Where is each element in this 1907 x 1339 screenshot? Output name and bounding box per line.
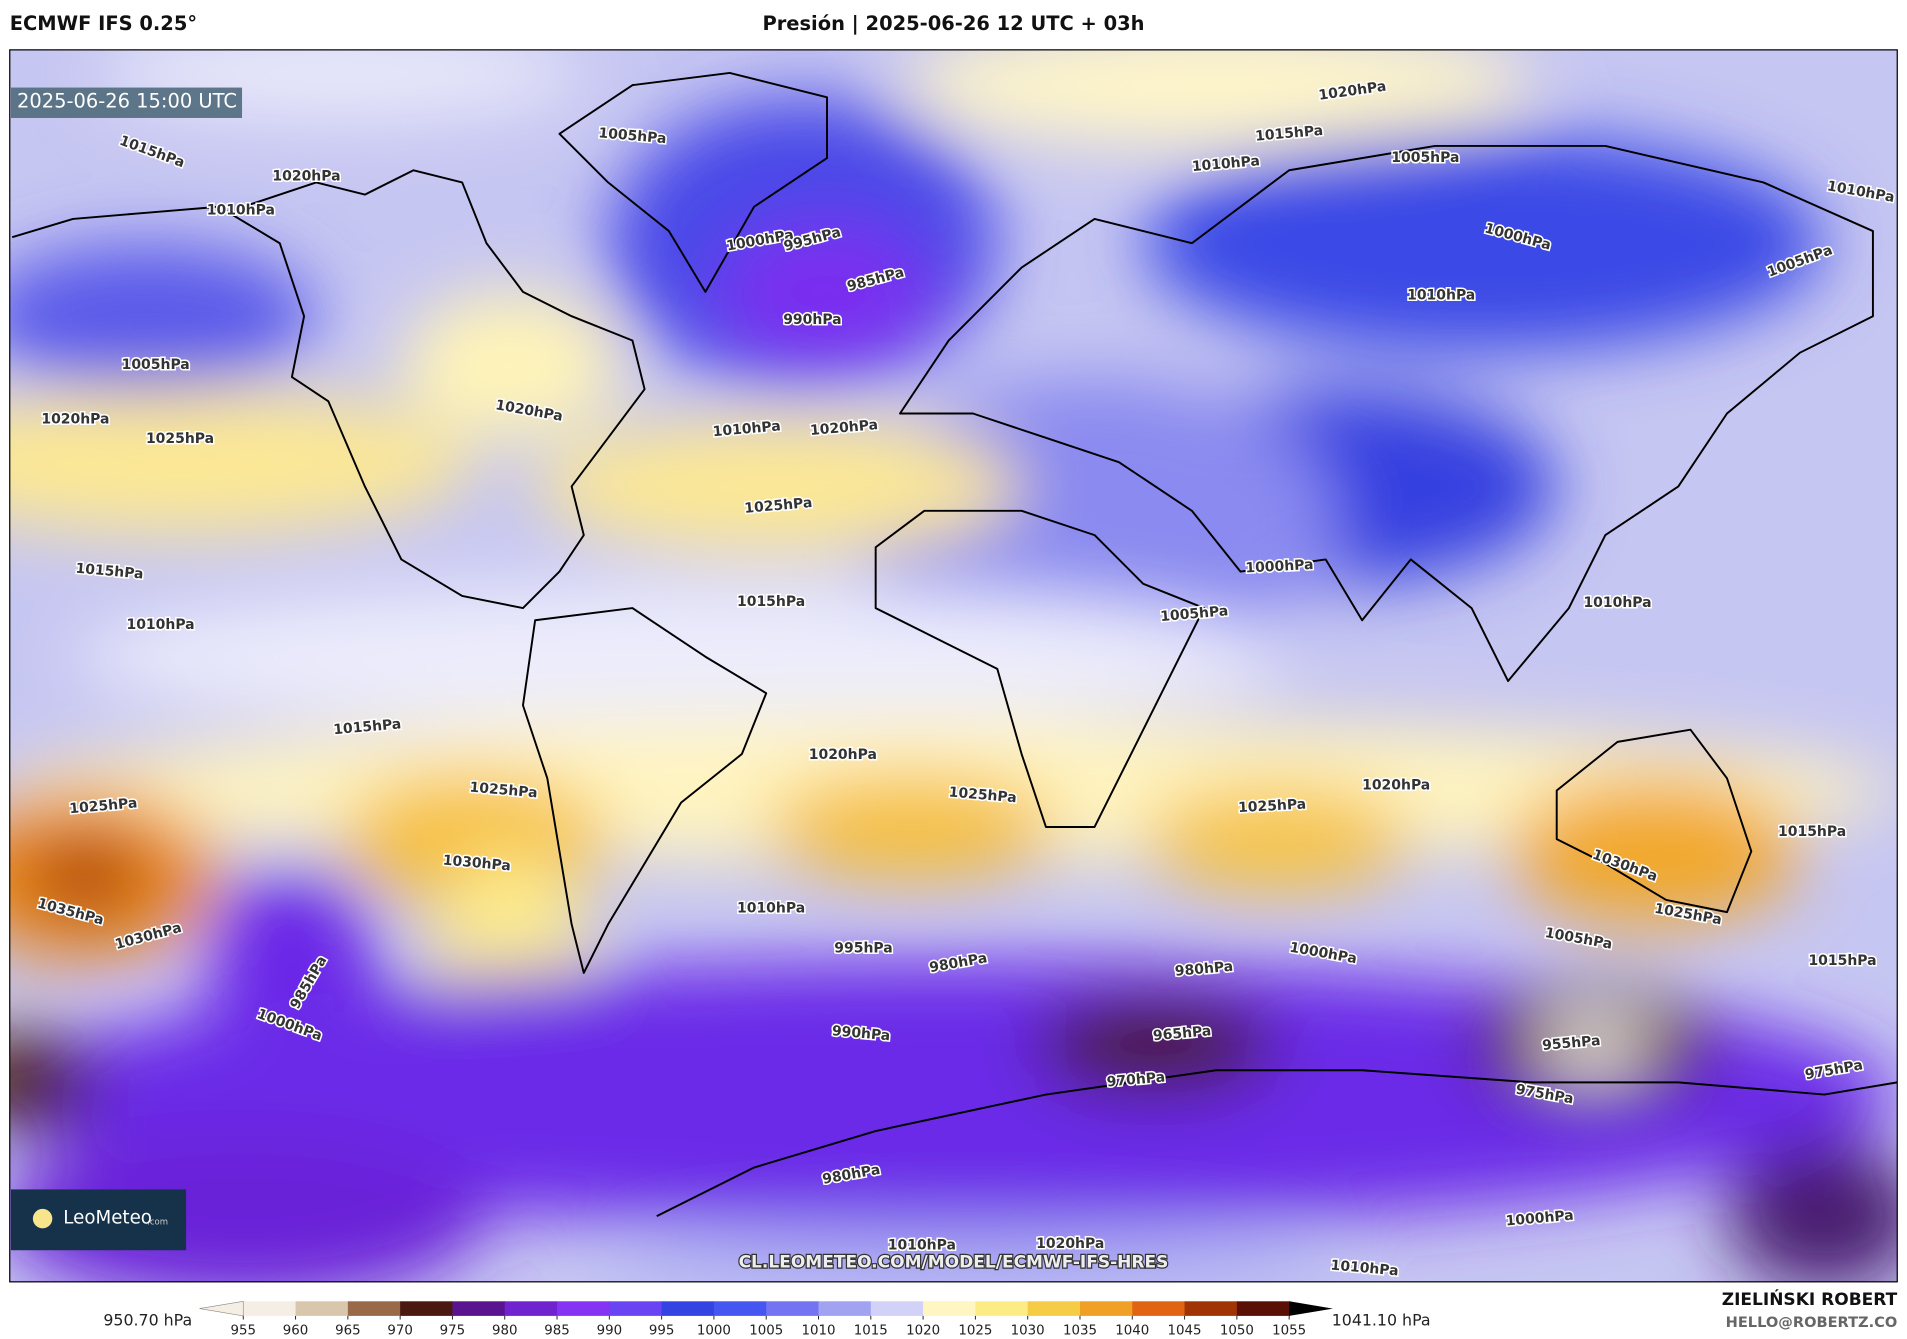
colorbar-segment	[504, 1301, 558, 1316]
colorbar-tick-label: 970	[387, 1323, 413, 1338]
colorbar-tick-label: 1030	[1011, 1323, 1045, 1338]
author-name: ZIELIŃSKI ROBERT	[1722, 1288, 1898, 1310]
colorbar-tick-label: 1020	[906, 1323, 940, 1338]
colorbar-tick-label: 975	[440, 1323, 466, 1338]
author-email: HELLO@ROBERTZ.CO	[1726, 1314, 1898, 1331]
logo-name: LeoMeteo	[63, 1208, 152, 1229]
isobar-label: 1025hPa	[1238, 797, 1307, 817]
colorbar-segment	[609, 1301, 663, 1316]
isobar-label: 965hPa	[1152, 1023, 1212, 1044]
isobar-label: 1010hPa	[1583, 595, 1651, 611]
colorbar-tick-label: 985	[544, 1323, 570, 1338]
pressure-field: 1020hPa 1015hPa 1010hPa 1005hPa 1010hPa 1000h…	[9, 49, 1898, 1282]
colorbar-segment	[1184, 1301, 1238, 1316]
colorbar-tick-label: 990	[597, 1323, 623, 1338]
isobar-label: 1010hPa	[1407, 288, 1475, 304]
isobar-label: 1015hPa	[1808, 953, 1876, 969]
map-title: Presión | 2025-06-26 12 UTC + 03h	[762, 12, 1144, 35]
logo-suffix: .com	[147, 1218, 168, 1228]
logo-sun	[32, 1208, 53, 1229]
isobar-label: 1020hPa	[809, 747, 877, 763]
isobar-label: 1025hPa	[146, 431, 214, 447]
isobar-label: 1020hPa	[1362, 778, 1430, 794]
colorbar-tick-label: 1000	[697, 1323, 731, 1338]
colorbar-tick-label: 995	[649, 1323, 675, 1338]
colorbar-segment	[1079, 1301, 1133, 1316]
colorbar-tick-label: 1045	[1168, 1323, 1202, 1338]
colorbar-tick-label: 1055	[1272, 1323, 1306, 1338]
valid-time: 2025-06-26 15:00 UTC	[17, 90, 237, 113]
isobar-label: 1020hPa	[1036, 1236, 1104, 1252]
model-name: ECMWF IFS 0.25°	[10, 12, 197, 35]
colorbar-segment	[400, 1301, 454, 1316]
colorbar-max: 1041.10 hPa	[1332, 1310, 1431, 1329]
watermark: CL.LEOMETEO.COM/MODEL/ECMWF-IFS-HRES	[739, 1252, 1169, 1272]
colorbar-segment	[557, 1301, 610, 1316]
colorbar-segment	[870, 1301, 924, 1316]
isobar-label: 1005hPa	[1391, 150, 1459, 166]
colorbar-tick-label: 960	[283, 1323, 309, 1338]
isobar-label: 1025hPa	[469, 780, 538, 802]
colorbar-segment	[452, 1301, 506, 1316]
time-badge	[10, 87, 243, 118]
isobar-label: 1010hPa	[888, 1237, 956, 1253]
colorbar-tick-label: 1010	[802, 1323, 836, 1338]
isobar-label: 1005hPa	[122, 357, 190, 373]
colorbar-tick-label: 1025	[958, 1323, 992, 1338]
colorbar-tick-label: 980	[492, 1323, 518, 1338]
isobar-label: 1015hPa	[1778, 824, 1846, 840]
map-frame	[9, 49, 1898, 1283]
colorbar-segment	[818, 1301, 872, 1316]
colorbar-tick-label: 1015	[854, 1323, 888, 1338]
isobar-label: 1020hPa	[272, 168, 340, 184]
colorbar: 955 960 965 970 975 980 985 990 995 1000 1005 1010 1…	[199, 1300, 1333, 1338]
colorbar-segment	[975, 1301, 1029, 1316]
colorbar-tick-label: 1035	[1063, 1323, 1097, 1338]
colorbar-tick-label: 965	[335, 1323, 361, 1338]
colorbar-segment	[1027, 1301, 1081, 1316]
colorbar-segment	[347, 1301, 401, 1316]
colorbar-min: 950.70 hPa	[103, 1310, 192, 1329]
colorbar-tick-label: 1005	[749, 1323, 783, 1338]
isobar-label: 1010hPa	[737, 900, 805, 916]
isobar-label: 1010hPa	[207, 202, 275, 218]
isobar-label: 990hPa	[831, 1023, 891, 1044]
colorbar-tick-label: 1050	[1220, 1323, 1254, 1338]
colorbar-extend-high	[1289, 1301, 1333, 1316]
colorbar-tick-label: 955	[231, 1323, 257, 1338]
colorbar-segment	[713, 1301, 767, 1316]
colorbar-segment	[766, 1301, 820, 1316]
isobar-label: 1000hPa	[1245, 557, 1314, 577]
colorbar-segment	[295, 1301, 349, 1316]
isobar-label: 990hPa	[783, 312, 841, 328]
colorbar-segment	[661, 1301, 715, 1316]
isobar-label: 1015hPa	[737, 594, 805, 610]
colorbar-tick-label: 1040	[1115, 1323, 1149, 1338]
colorbar-segment	[1236, 1301, 1290, 1316]
colorbar-segment	[243, 1301, 297, 1316]
colorbar-segment	[1132, 1301, 1186, 1316]
isobar-label: 1020hPa	[41, 412, 109, 428]
colorbar-segment	[923, 1301, 976, 1316]
coastlines	[11, 71, 1898, 1218]
isobar-label: 1010hPa	[126, 617, 194, 633]
colorbar-extend-low	[199, 1300, 244, 1317]
isobar-label: 995hPa	[834, 941, 892, 957]
pressure-blobs	[9, 49, 1898, 1282]
